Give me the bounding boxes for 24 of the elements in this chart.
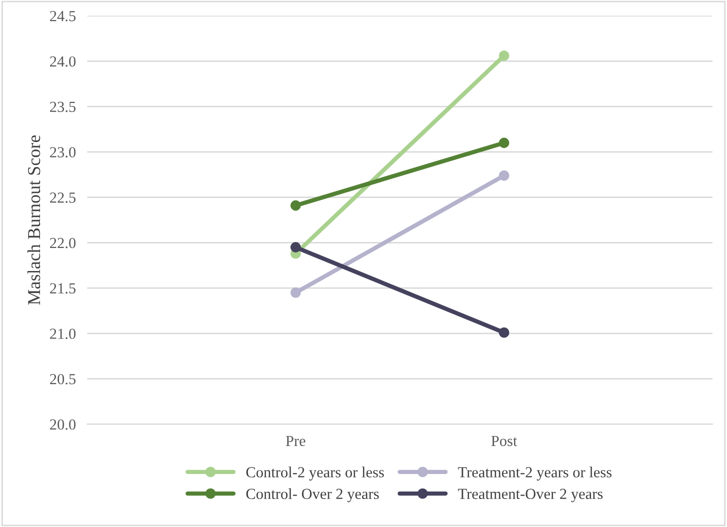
point bbox=[290, 200, 301, 211]
legend-label: Treatment-Over 2 years bbox=[458, 488, 603, 502]
y-tick-label: 20.0 bbox=[50, 419, 76, 430]
y-tick-label: 23.5 bbox=[50, 102, 76, 112]
x-tick-label: Post bbox=[491, 436, 518, 446]
point bbox=[498, 138, 510, 148]
y-tick-label: 22.5 bbox=[50, 192, 76, 203]
point bbox=[498, 50, 510, 61]
legend-label: Control- Over 2 years bbox=[246, 488, 379, 502]
x-tick-label: Pre bbox=[286, 436, 306, 446]
y-tick-label: 20.5 bbox=[50, 374, 76, 384]
y-tick-label: 21.5 bbox=[50, 283, 76, 294]
point bbox=[290, 242, 301, 252]
point bbox=[498, 170, 510, 181]
legend-label: Control-2 years or less bbox=[246, 466, 384, 481]
point bbox=[290, 287, 301, 298]
y-tick-label: 24.0 bbox=[50, 56, 76, 67]
point bbox=[498, 327, 510, 338]
y-tick-label: 22.0 bbox=[50, 238, 76, 248]
y-axis-title: Maslach Burnout Score bbox=[27, 135, 40, 305]
legend-label: Treatment-2 years or less bbox=[458, 466, 612, 481]
y-tick-label: 24.5 bbox=[50, 10, 76, 22]
y-tick-label: 21.0 bbox=[50, 328, 76, 339]
y-tick-label: 23.0 bbox=[50, 147, 76, 158]
